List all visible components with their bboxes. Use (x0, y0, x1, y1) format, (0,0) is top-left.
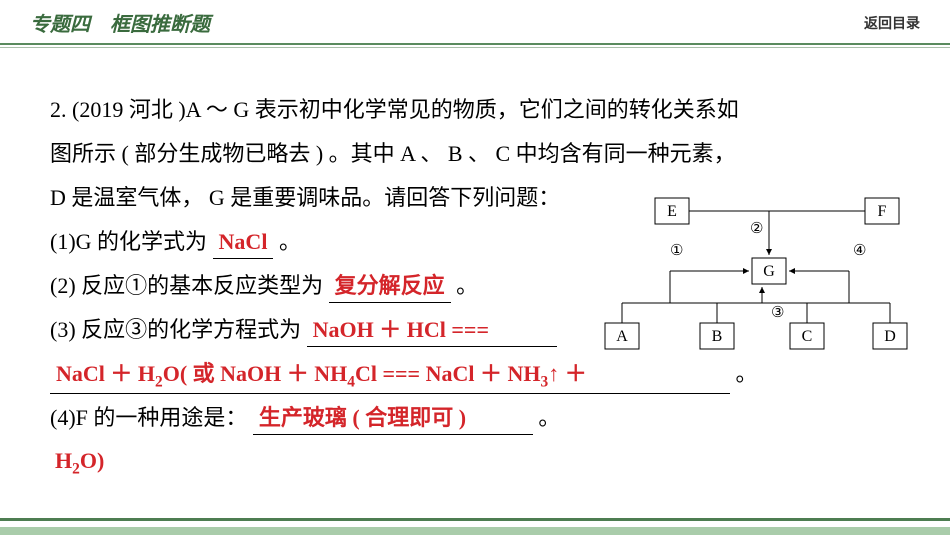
node-E-label: E (667, 203, 677, 220)
node-C-label: C (802, 328, 813, 345)
node-F-label: F (878, 203, 887, 220)
label-r1: ① (670, 243, 683, 259)
label-r3: ③ (771, 305, 784, 321)
q1-suffix: 。 (279, 229, 301, 254)
return-link[interactable]: 返回目录 (864, 13, 920, 33)
q3-answer-b: NaCl ＋ H2O( 或 NaOH ＋ NH4Cl === NaCl ＋ NH… (56, 361, 587, 386)
label-r4: ④ (853, 243, 866, 259)
q3-suffix: 。 (736, 361, 758, 386)
footer (0, 518, 950, 535)
q1-prefix: (1)G 的化学式为 (50, 229, 207, 254)
reaction-diagram: E F G A B C D ② ① (595, 193, 915, 363)
q1-blank: NaCl (213, 227, 274, 259)
q3-blank-b: NaCl ＋ H2O( 或 NaOH ＋ NH4Cl === NaCl ＋ NH… (50, 359, 730, 394)
node-A-label: A (616, 328, 628, 345)
q4-blank: 生产玻璃 ( 合理即可 ) (253, 403, 533, 435)
page-header: 专题四 框图推断题 返回目录 (0, 0, 950, 43)
q2-blank: 复分解反应 (329, 271, 451, 303)
q4-answer: 生产玻璃 ( 合理即可 ) (259, 405, 466, 430)
question-4: (4)F 的一种用途是： 生产玻璃 ( 合理即可 ) 。 (50, 396, 910, 440)
question-stem-line1: 2. (2019 河北 )A ～ G 表示初中化学常见的物质，它们之间的转化关系… (50, 88, 910, 132)
content-area: 2. (2019 河北 )A ～ G 表示初中化学常见的物质，它们之间的转化关系… (0, 48, 950, 440)
q2-prefix: (2) 反应①的基本反应类型为 (50, 273, 323, 298)
node-B-label: B (712, 328, 723, 345)
q3-blank-a: NaOH ＋ HCl === (307, 315, 557, 347)
topic-title: 专题四 框图推断题 (30, 8, 210, 37)
node-G-label: G (763, 263, 775, 280)
node-D-label: D (884, 328, 896, 345)
label-r2: ② (750, 221, 763, 237)
header-divider-thick (0, 43, 950, 45)
footer-line-bottom (0, 527, 950, 535)
q3-overflow-answer: H2O) (55, 448, 104, 478)
q2-answer: 复分解反应 (335, 273, 445, 298)
question-stem-line2: 图所示 ( 部分生成物已略去 ) 。其中 A 、 B 、 C 中均含有同一种元素… (50, 132, 910, 176)
q2-suffix: 。 (456, 273, 478, 298)
q3-answer-a: NaOH ＋ HCl === (313, 317, 489, 342)
q4-suffix: 。 (538, 405, 560, 430)
q4-prefix: (4)F 的一种用途是： (50, 405, 247, 430)
q3-prefix: (3) 反应③的化学方程式为 (50, 317, 301, 342)
q1-answer: NaCl (219, 229, 268, 254)
